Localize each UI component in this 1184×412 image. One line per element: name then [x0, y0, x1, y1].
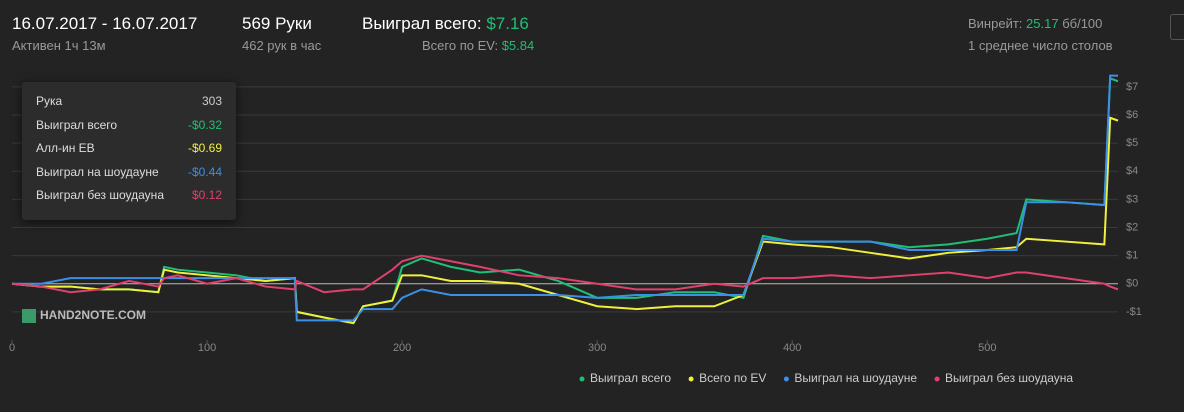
tooltip-text: $0.12	[191, 188, 222, 202]
winrate-unit: бб/100	[1062, 16, 1103, 31]
winrate-label: Винрейт:	[968, 16, 1023, 31]
x-tick-label: 300	[588, 342, 606, 354]
legend-label: Выиграл на шоудауне	[794, 371, 917, 385]
date-range: 16.07.2017 - 16.07.2017	[12, 14, 198, 33]
legend-label: Всего по EV	[699, 371, 766, 385]
hands-per-hour: 462 рук в час	[242, 38, 322, 53]
watermark: HAND2NOTE.COM	[22, 308, 146, 323]
won-value: $7.16	[486, 14, 529, 33]
active-time: Активен 1ч 13м	[12, 38, 106, 53]
tooltip-row: Выиграл на шоудауне -$0.44	[36, 165, 222, 185]
ev-total: Всего по EV: $5.84	[422, 38, 534, 53]
series-line	[11, 254, 1119, 294]
y-tick-label: $0	[1126, 278, 1138, 290]
y-tick-label: $1	[1126, 250, 1138, 262]
tooltip-row: Рука 303	[36, 94, 222, 114]
winrate: Винрейт: 25.17 бб/100	[968, 16, 1102, 31]
series-line	[12, 74, 1118, 322]
y-tick-label: $6	[1126, 109, 1138, 121]
series-line	[11, 77, 1119, 325]
settings-button[interactable]	[1170, 14, 1184, 40]
x-tick-label: 400	[783, 342, 801, 354]
tooltip-text: Выиграл всего	[36, 117, 118, 132]
legend-marker	[934, 376, 940, 382]
tooltip-text: 303	[201, 94, 222, 108]
won-total: Выиграл всего: $7.16	[362, 14, 529, 34]
y-tick-label: -$1	[1126, 306, 1142, 318]
watermark-text: HAND2NOTE.COM	[40, 308, 147, 322]
legend-marker	[579, 376, 585, 382]
legend-marker	[688, 376, 694, 382]
legend-label: Выиграл без шоудауна	[945, 371, 1073, 385]
tooltip: Рука 303 Выиграл всего -$0.32 Алл-ин EB -$0.6…	[22, 82, 236, 220]
ev-value: $5.84	[501, 38, 535, 53]
tooltip-text: Алл-ин EB	[36, 141, 95, 155]
y-tick-label: $7	[1126, 81, 1138, 93]
x-tick-label: 100	[198, 342, 216, 354]
x-tick-label: 0	[9, 342, 15, 354]
tooltip-text: Выиграл без шоудауна	[36, 188, 164, 202]
tooltip-text: -$0.69	[187, 141, 222, 155]
won-label: Выиграл всего:	[362, 14, 482, 33]
legend-label: Выиграл всего	[590, 371, 671, 385]
x-tick-label: 200	[393, 342, 411, 354]
tooltip-text: Рука	[36, 94, 63, 108]
tooltip-text: -$0.44	[187, 164, 222, 179]
winrate-value: 25.17	[1026, 16, 1059, 31]
hands: 569 Руки	[242, 14, 312, 33]
ev-label: Всего по EV:	[422, 38, 499, 53]
tables: 1 среднее число столов	[968, 38, 1113, 53]
tooltip-row: Алл-ин EB -$0.69	[36, 141, 222, 161]
y-tick-label: $2	[1126, 221, 1138, 233]
y-tick-label: $5	[1126, 137, 1138, 149]
y-tick-label: $3	[1126, 193, 1138, 205]
y-tick-label: $4	[1126, 165, 1138, 177]
x-tick-label: 500	[978, 342, 996, 354]
series-line	[11, 116, 1119, 325]
tooltip-row: Выиграл всего -$0.32	[36, 118, 222, 138]
tooltip-row: Выиграл без шоудауна $0.12	[36, 188, 222, 208]
tooltip-text: -$0.32	[187, 117, 222, 132]
tooltip-text: Выиграл на шоудауне	[36, 164, 159, 179]
legend-marker	[783, 376, 789, 382]
